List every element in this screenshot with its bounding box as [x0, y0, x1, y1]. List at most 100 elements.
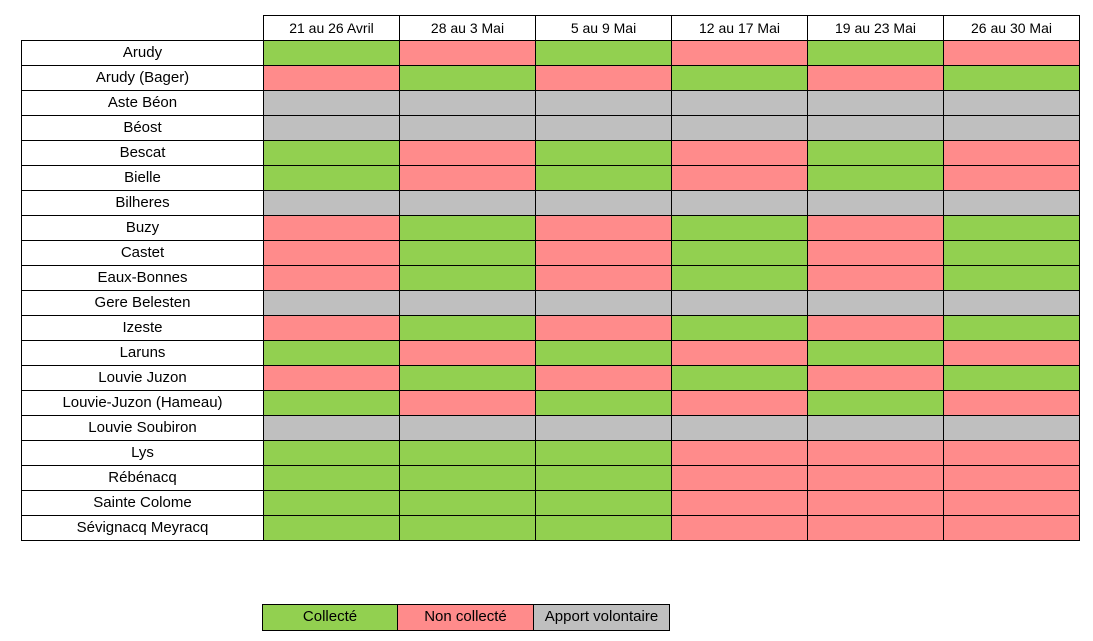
status-cell-collecte: [535, 440, 672, 466]
status-cell-apport-volontaire: [399, 115, 536, 141]
commune-name: Bescat: [21, 140, 264, 166]
status-cell-collecte: [399, 515, 536, 541]
status-cell-collecte: [943, 65, 1080, 91]
status-cell-non-collecte: [807, 265, 944, 291]
status-cell-non-collecte: [671, 490, 808, 516]
table-row: Bilheres: [21, 190, 1080, 216]
legend-collecte: Collecté: [262, 604, 398, 631]
status-cell-collecte: [263, 515, 400, 541]
status-cell-non-collecte: [807, 365, 944, 391]
status-cell-collecte: [263, 465, 400, 491]
status-cell-apport-volontaire: [807, 190, 944, 216]
status-cell-non-collecte: [943, 490, 1080, 516]
status-cell-apport-volontaire: [263, 290, 400, 316]
status-cell-collecte: [399, 365, 536, 391]
status-cell-non-collecte: [671, 165, 808, 191]
status-cell-apport-volontaire: [399, 415, 536, 441]
status-cell-non-collecte: [399, 165, 536, 191]
status-cell-apport-volontaire: [671, 190, 808, 216]
status-cell-collecte: [399, 240, 536, 266]
status-cell-collecte: [807, 165, 944, 191]
status-cell-collecte: [535, 490, 672, 516]
status-cell-non-collecte: [263, 265, 400, 291]
status-cell-non-collecte: [807, 465, 944, 491]
status-cell-non-collecte: [535, 65, 672, 91]
status-cell-collecte: [671, 215, 808, 241]
status-cell-apport-volontaire: [807, 290, 944, 316]
legend: Collecté Non collecté Apport volontaire: [262, 604, 670, 631]
status-cell-non-collecte: [399, 390, 536, 416]
status-cell-collecte: [807, 140, 944, 166]
status-cell-collecte: [943, 240, 1080, 266]
status-cell-collecte: [399, 65, 536, 91]
status-cell-collecte: [399, 265, 536, 291]
status-cell-non-collecte: [943, 40, 1080, 66]
status-cell-collecte: [535, 340, 672, 366]
status-cell-non-collecte: [399, 40, 536, 66]
status-cell-apport-volontaire: [263, 415, 400, 441]
status-cell-non-collecte: [807, 65, 944, 91]
table-row: Arudy (Bager): [21, 65, 1080, 91]
status-cell-non-collecte: [535, 265, 672, 291]
commune-name: Castet: [21, 240, 264, 266]
status-cell-non-collecte: [807, 215, 944, 241]
status-cell-apport-volontaire: [943, 290, 1080, 316]
status-cell-non-collecte: [671, 40, 808, 66]
status-cell-collecte: [671, 365, 808, 391]
status-cell-apport-volontaire: [535, 290, 672, 316]
status-cell-non-collecte: [943, 165, 1080, 191]
status-cell-apport-volontaire: [535, 415, 672, 441]
commune-name: Rébénacq: [21, 465, 264, 491]
status-cell-non-collecte: [399, 140, 536, 166]
status-cell-apport-volontaire: [671, 415, 808, 441]
table-row: Aste Béon: [21, 90, 1080, 116]
status-cell-non-collecte: [671, 515, 808, 541]
status-cell-collecte: [263, 390, 400, 416]
status-cell-collecte: [943, 215, 1080, 241]
status-cell-non-collecte: [943, 515, 1080, 541]
status-cell-collecte: [535, 165, 672, 191]
status-cell-non-collecte: [943, 340, 1080, 366]
status-cell-collecte: [399, 440, 536, 466]
status-cell-collecte: [807, 340, 944, 366]
status-cell-apport-volontaire: [535, 90, 672, 116]
status-cell-apport-volontaire: [807, 115, 944, 141]
status-cell-non-collecte: [535, 365, 672, 391]
header-row: 21 au 26 Avril 28 au 3 Mai 5 au 9 Mai 12…: [22, 15, 1080, 41]
status-cell-collecte: [943, 265, 1080, 291]
status-cell-apport-volontaire: [535, 115, 672, 141]
table-row: Eaux-Bonnes: [21, 265, 1080, 291]
status-cell-apport-volontaire: [263, 115, 400, 141]
commune-name: Lys: [21, 440, 264, 466]
status-cell-non-collecte: [399, 340, 536, 366]
table-row: Castet: [21, 240, 1080, 266]
status-cell-non-collecte: [535, 215, 672, 241]
week-header: 5 au 9 Mai: [535, 15, 672, 41]
status-cell-apport-volontaire: [399, 290, 536, 316]
table-row: Lys: [21, 440, 1080, 466]
status-cell-collecte: [263, 340, 400, 366]
legend-non-collecte: Non collecté: [398, 604, 534, 631]
commune-name: Arudy (Bager): [21, 65, 264, 91]
commune-name: Laruns: [21, 340, 264, 366]
commune-name: Louvie-Juzon (Hameau): [21, 390, 264, 416]
commune-name: Aste Béon: [21, 90, 264, 116]
status-cell-collecte: [671, 65, 808, 91]
status-cell-apport-volontaire: [671, 90, 808, 116]
status-cell-non-collecte: [807, 315, 944, 341]
status-cell-apport-volontaire: [943, 90, 1080, 116]
week-header: 19 au 23 Mai: [807, 15, 944, 41]
status-cell-apport-volontaire: [807, 90, 944, 116]
status-cell-apport-volontaire: [263, 190, 400, 216]
table-row: Louvie Juzon: [21, 365, 1080, 391]
status-cell-collecte: [943, 365, 1080, 391]
status-cell-non-collecte: [807, 440, 944, 466]
status-cell-non-collecte: [263, 240, 400, 266]
schedule-table: 21 au 26 Avril 28 au 3 Mai 5 au 9 Mai 12…: [21, 15, 1080, 541]
table-row: Louvie Soubiron: [21, 415, 1080, 441]
status-cell-collecte: [263, 440, 400, 466]
status-cell-non-collecte: [807, 515, 944, 541]
status-cell-collecte: [535, 40, 672, 66]
status-cell-apport-volontaire: [807, 415, 944, 441]
status-cell-apport-volontaire: [943, 190, 1080, 216]
